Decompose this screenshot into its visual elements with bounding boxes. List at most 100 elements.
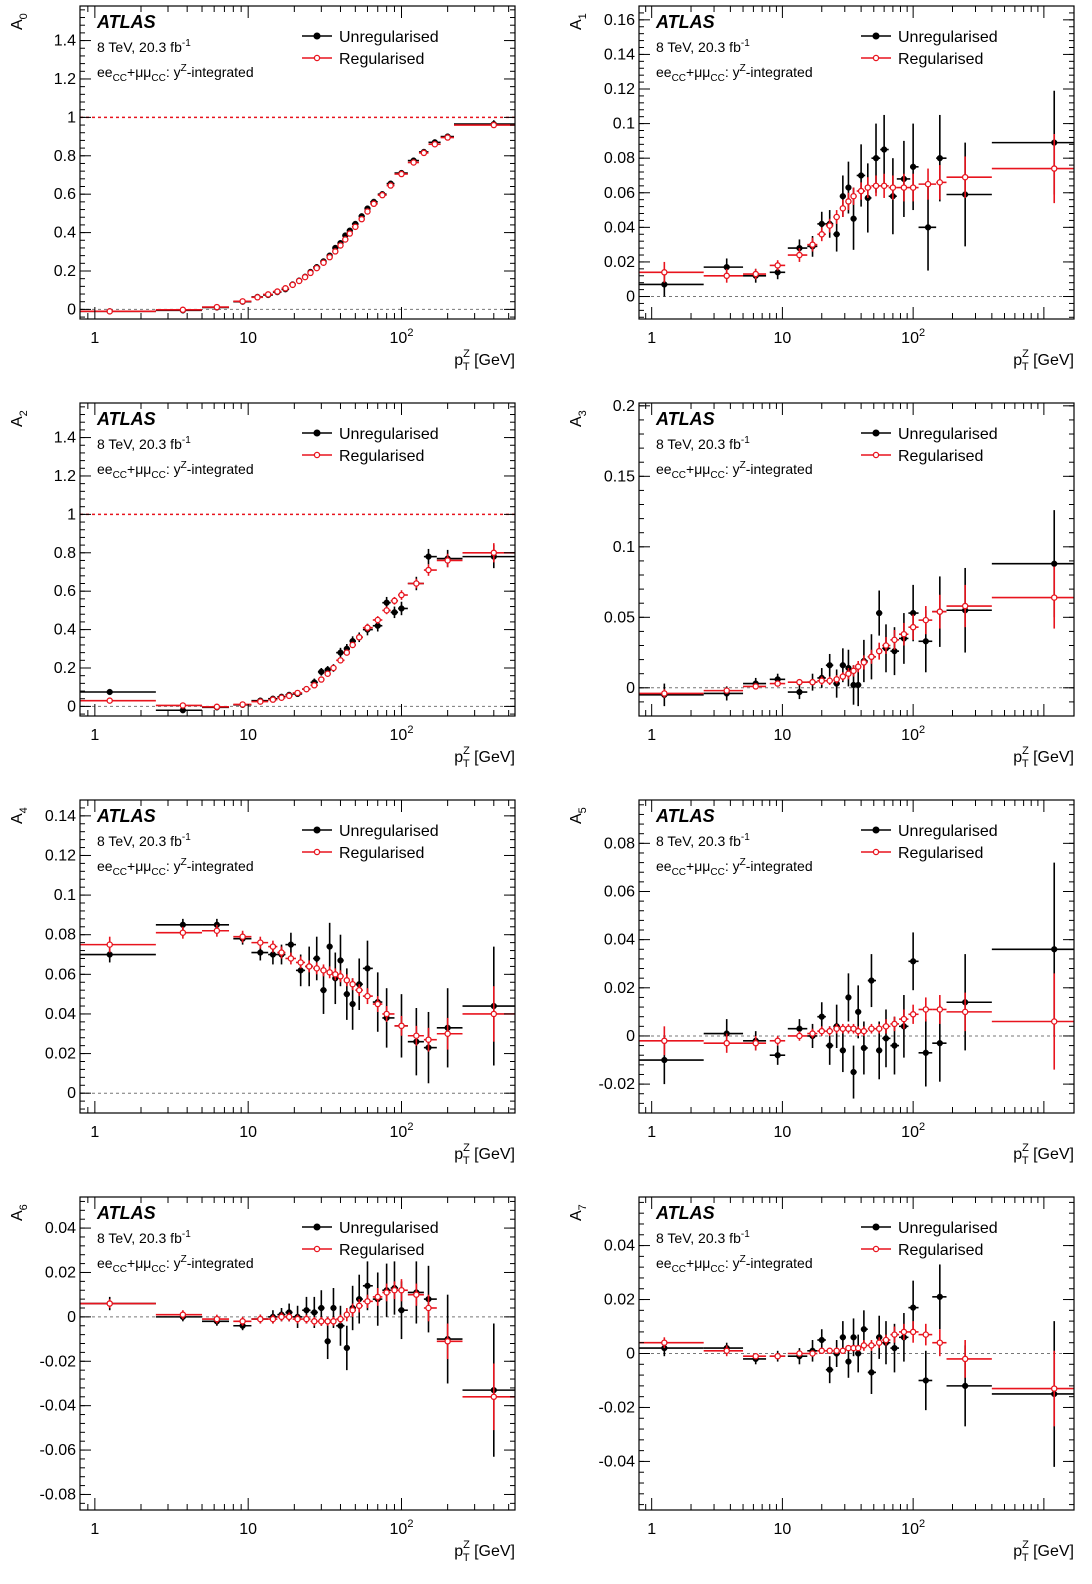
regularised-point (850, 192, 857, 200)
regularised-point (857, 187, 865, 195)
regularised-point (854, 1344, 862, 1352)
regularised-point (924, 180, 932, 188)
y-tick-label: 0.6 (54, 186, 76, 203)
regularised-point (313, 965, 320, 972)
chart-panel-a5: -0.02 0 0.02 0.04 0.06 0.08 1 10 102 pZ T [GeV] A5 A… (568, 799, 1075, 1167)
regularised-point (882, 1023, 890, 1030)
unregularised-point (850, 215, 857, 222)
regularised-point (313, 264, 320, 272)
y-tick-label: 0 (67, 698, 76, 715)
energy-luminosity-label: 8 TeV, 20.3 fb-1 (97, 38, 191, 55)
unregularised-point (774, 1052, 781, 1059)
x-tick-label: 102 (901, 724, 925, 744)
channel-label: eeCC+μμCC: yZ-integrated (656, 1254, 813, 1275)
x-tick-label: 1 (90, 727, 99, 744)
unregularised-point (872, 155, 880, 162)
regularised-point (1050, 165, 1058, 172)
unregularised-point (891, 1042, 898, 1049)
regularised-point (297, 959, 304, 966)
regularised-point (909, 623, 917, 631)
unregularised-point (364, 965, 371, 972)
unregularised-series (80, 545, 515, 714)
atlas-label: ATLAS (96, 806, 156, 826)
unregularised-point (833, 231, 840, 238)
y-tick-label: 0 (626, 289, 635, 306)
y-tick-label: 0.06 (45, 966, 76, 983)
unregularised-point (922, 638, 929, 645)
regularised-point (413, 580, 420, 587)
y-tick-label: 0.1 (54, 887, 76, 904)
regularised-point (398, 591, 405, 599)
energy-luminosity-label: 8 TeV, 20.3 fb-1 (97, 435, 191, 452)
channel-label: eeCC+μμCC: yZ-integrated (97, 857, 254, 878)
regularised-point (864, 184, 872, 191)
regularised-point (343, 649, 351, 656)
x-tick-label: 1 (90, 1124, 99, 1141)
channel-label: eeCC+μμCC: yZ-integrated (656, 63, 813, 84)
y-tick-label: 0.02 (604, 980, 635, 997)
legend-label-unregularised: Unregularised (339, 1220, 439, 1237)
regularised-point (826, 222, 833, 229)
regularised-point (285, 692, 293, 700)
regularised-point (936, 179, 944, 186)
regularised-point (922, 1006, 930, 1013)
legend-label-unregularised: Unregularised (898, 29, 998, 46)
unregularised-point (318, 1304, 325, 1312)
unregularised-series (80, 918, 515, 1084)
legend-marker (313, 429, 321, 437)
regularised-point (818, 677, 826, 685)
y-tick-label: 0.08 (604, 150, 635, 167)
regularised-point (882, 642, 890, 649)
x-tick-label: 102 (390, 327, 414, 347)
atlas-label: ATLAS (96, 1203, 156, 1223)
legend-marker (872, 429, 880, 437)
legend-marker (872, 848, 880, 856)
regularised-point (723, 687, 730, 694)
x-tick-label: 102 (390, 1518, 414, 1538)
x-axis-label: pZ T [GeV] (454, 745, 515, 770)
regularised-point (752, 683, 759, 690)
y-tick-label: 0 (67, 1309, 76, 1326)
regularised-point (374, 1293, 381, 1301)
unregularised-point (909, 1304, 917, 1311)
regularised-point (254, 294, 261, 301)
regularised-point (936, 608, 944, 615)
regularised-point (425, 1036, 432, 1043)
regularised-point (845, 198, 852, 205)
regularised-point (774, 1037, 781, 1045)
regularised-point (875, 647, 883, 655)
x-axis-label: pZ T [GeV] (454, 348, 515, 373)
regularised-point (889, 184, 897, 191)
unregularised-point (343, 990, 350, 998)
regularised-point (332, 971, 339, 978)
regularised-point (349, 1306, 356, 1314)
regularised-point (278, 949, 285, 956)
y-tick-label: -0.02 (599, 1399, 636, 1416)
unregularised-point (257, 949, 264, 956)
y-tick-label: 0.8 (54, 545, 76, 562)
legend-label-unregularised: Unregularised (339, 426, 439, 443)
x-axis-label: pZ T [GeV] (1013, 1539, 1074, 1564)
regularised-point (796, 1350, 803, 1357)
y-tick-label: 0.04 (604, 1238, 635, 1255)
regularised-point (723, 1347, 730, 1355)
y-tick-label: -0.04 (40, 1398, 77, 1415)
regularised-point (213, 927, 221, 934)
regularised-point (311, 682, 318, 689)
regularised-point (961, 1008, 969, 1016)
legend-marker (872, 826, 880, 834)
y-axis-label: A4 (9, 807, 30, 824)
y-tick-label: -0.02 (40, 1353, 77, 1370)
regularised-point (257, 698, 264, 705)
x-axis-label: pZ T [GeV] (454, 1539, 515, 1564)
y-tick-label: 0.2 (54, 263, 76, 280)
regularised-point (337, 973, 344, 980)
x-axis-label: pZ T [GeV] (1013, 745, 1074, 770)
regularised-point (364, 208, 371, 215)
atlas-label: ATLAS (655, 806, 715, 826)
legend-label-regularised: Regularised (898, 51, 983, 68)
y-tick-label: 0.12 (45, 847, 76, 864)
regularised-point (891, 1331, 898, 1338)
chart-panel-a0: 0 0.2 0.4 0.6 0.8 1 1.2 1.4 1 10 102 pZ T [GeV] A0 ATL… (9, 5, 516, 373)
regularised-series (639, 133, 1074, 283)
